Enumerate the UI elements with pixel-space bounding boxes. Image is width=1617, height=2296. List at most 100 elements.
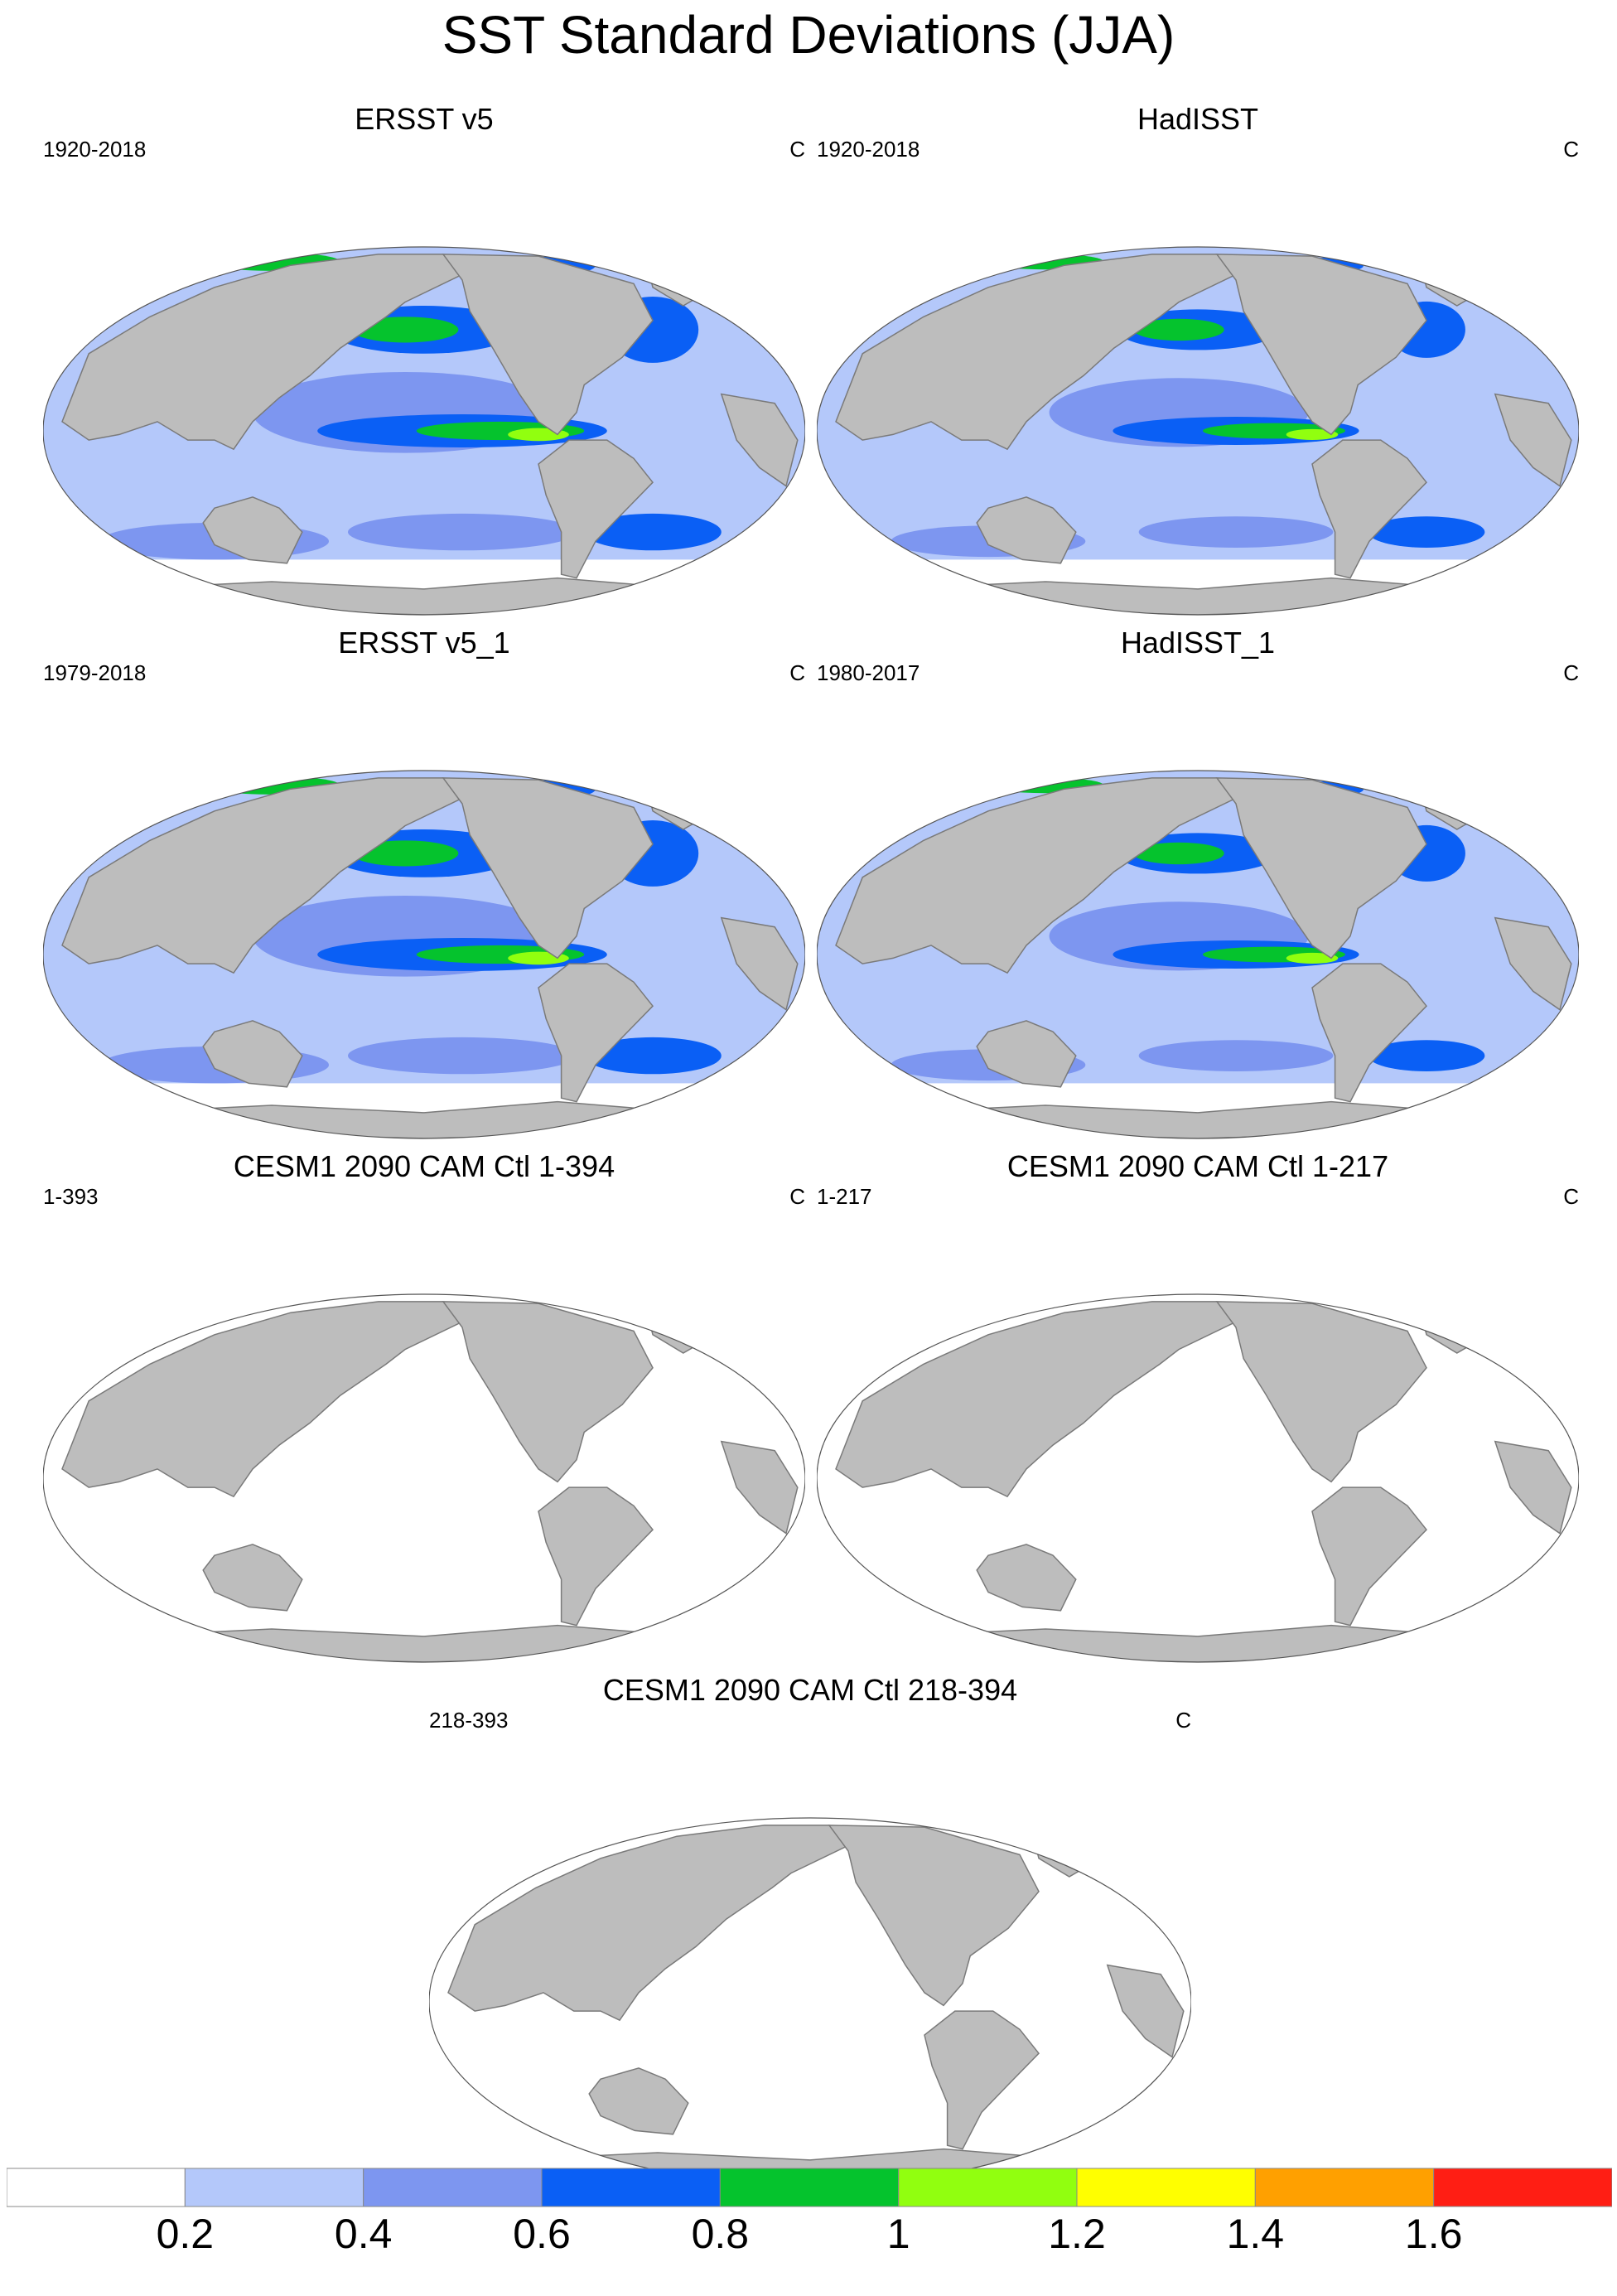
landmass-asia: [835, 1301, 1238, 1498]
panel-title: ERSST v5_1: [338, 626, 510, 660]
map-panel: CESM1 2090 CAM Ctl 1-217 1-217 C: [817, 1148, 1579, 1679]
colorbar-bin: [1076, 2168, 1256, 2207]
landmass-australia: [202, 1544, 303, 1612]
landmass-samerica: [538, 963, 654, 1103]
map-panel: ERSST v5_1 1979-2018 C: [43, 625, 805, 1155]
panel-title: CESM1 2090 CAM Ctl 1-217: [1006, 1149, 1389, 1183]
landmass-samerica: [1311, 439, 1427, 579]
colorbar-tick-label: 0.6: [513, 2211, 571, 2257]
sst-anomaly-contour: [584, 513, 722, 551]
map-panel: HadISST 1920-2018 C: [817, 101, 1579, 631]
world-map: [817, 1293, 1579, 1663]
colorbar-tick-label: 1.6: [1404, 2211, 1463, 2257]
panel-period: 1-217: [817, 1184, 872, 1209]
sst-anomaly-contour: [584, 1037, 722, 1075]
ocean-field: [817, 1294, 1579, 1662]
landmass-africa: [1494, 393, 1572, 487]
landmass-samerica: [924, 2010, 1040, 2150]
colorbar: [7, 2168, 1612, 2207]
map-panel: ERSST v5 1920-2018 C: [43, 101, 805, 631]
sst-anomaly-contour: [348, 1037, 577, 1075]
colorbar-tick-label: 0.4: [334, 2211, 393, 2257]
landmass-namerica: [442, 254, 654, 436]
panel-period: 1920-2018: [43, 137, 147, 162]
panel-title: HadISST: [1137, 102, 1259, 136]
colorbar-bin: [7, 2168, 186, 2207]
panel-units: C: [789, 137, 805, 162]
map-panel: CESM1 2090 CAM Ctl 218-394 218-393 C: [429, 1672, 1191, 2202]
sst-anomaly-contour: [1286, 952, 1339, 964]
world-map: [817, 770, 1579, 1139]
landmass-namerica: [1215, 777, 1427, 959]
panel-period: 1979-2018: [43, 660, 147, 685]
landmass-australia: [588, 2067, 689, 2135]
landmass-namerica: [442, 777, 654, 959]
panel-period: 1920-2018: [817, 137, 920, 162]
landmass-samerica: [1311, 963, 1427, 1103]
landmass-asia: [61, 254, 464, 451]
sst-anomaly-contour: [351, 840, 459, 867]
sst-anomaly-contour: [1368, 516, 1485, 548]
sst-anomaly-contour: [1133, 318, 1224, 341]
landmass-samerica: [1311, 1486, 1427, 1627]
world-map: [429, 1817, 1191, 2187]
ocean-field: [43, 1294, 805, 1662]
panel-period: 1-393: [43, 1184, 99, 1209]
colorbar-bin: [184, 2168, 364, 2207]
sst-anomaly-contour: [1138, 1040, 1334, 1071]
sst-anomaly-contour: [1138, 516, 1334, 548]
panel-units: C: [789, 660, 805, 685]
landmass-africa: [720, 916, 799, 1011]
world-map: [43, 246, 805, 616]
map-frame: [43, 770, 805, 1139]
figure-title: SST Standard Deviations (JJA): [442, 5, 1175, 65]
world-map: [43, 1293, 805, 1663]
landmass-africa: [1494, 1440, 1572, 1535]
sst-anomaly-contour: [1286, 428, 1339, 441]
landmass-australia: [976, 1020, 1077, 1088]
panel-title: HadISST_1: [1120, 626, 1276, 660]
sst-anomaly-contour: [348, 513, 577, 551]
landmass-africa: [1494, 916, 1572, 1011]
landmass-africa: [720, 393, 799, 487]
landmass-namerica: [1215, 1301, 1427, 1483]
panel-units: C: [1563, 660, 1579, 685]
colorbar-tick-label: 1.2: [1048, 2211, 1106, 2257]
panel-units: C: [1175, 1708, 1191, 1733]
landmass-asia: [835, 777, 1238, 974]
map-panel: CESM1 2090 CAM Ctl 1-394 1-393 C: [43, 1148, 805, 1679]
landmass-asia: [61, 777, 464, 974]
colorbar-tick-label: 1: [886, 2211, 910, 2257]
map-frame: [817, 246, 1579, 616]
panel-period: 218-393: [429, 1708, 509, 1733]
map-frame: [43, 1293, 805, 1663]
colorbar-bin: [898, 2168, 1078, 2207]
colorbar-tick-label: 1.4: [1226, 2211, 1285, 2257]
ocean-field: [429, 1818, 1191, 2186]
colorbar-tick-label: 0.2: [156, 2211, 215, 2257]
colorbar-bin: [1254, 2168, 1435, 2207]
panel-units: C: [1563, 1184, 1579, 1209]
panel-units: C: [1563, 137, 1579, 162]
panel-title: ERSST v5: [355, 102, 494, 136]
map-frame: [43, 246, 805, 616]
landmass-australia: [976, 496, 1077, 564]
colorbar-tick-label: 0.8: [691, 2211, 750, 2257]
map-panel: HadISST_1 1980-2017 C: [817, 625, 1579, 1155]
landmass-asia: [447, 1825, 850, 2022]
landmass-namerica: [828, 1825, 1040, 2007]
landmass-namerica: [442, 1301, 654, 1483]
panel-title: CESM1 2090 CAM Ctl 1-394: [233, 1149, 615, 1183]
colorbar-bin: [541, 2168, 721, 2207]
sst-anomaly-contour: [1133, 842, 1224, 865]
colorbar-bin: [363, 2168, 543, 2207]
landmass-samerica: [538, 439, 654, 579]
landmass-africa: [1106, 1964, 1185, 2058]
world-map: [817, 246, 1579, 616]
world-map: [43, 770, 805, 1139]
landmass-asia: [835, 254, 1238, 451]
panel-title: CESM1 2090 CAM Ctl 218-394: [602, 1673, 1018, 1707]
landmass-australia: [202, 1020, 303, 1088]
sst-anomaly-contour: [1368, 1040, 1485, 1071]
landmass-samerica: [538, 1486, 654, 1627]
